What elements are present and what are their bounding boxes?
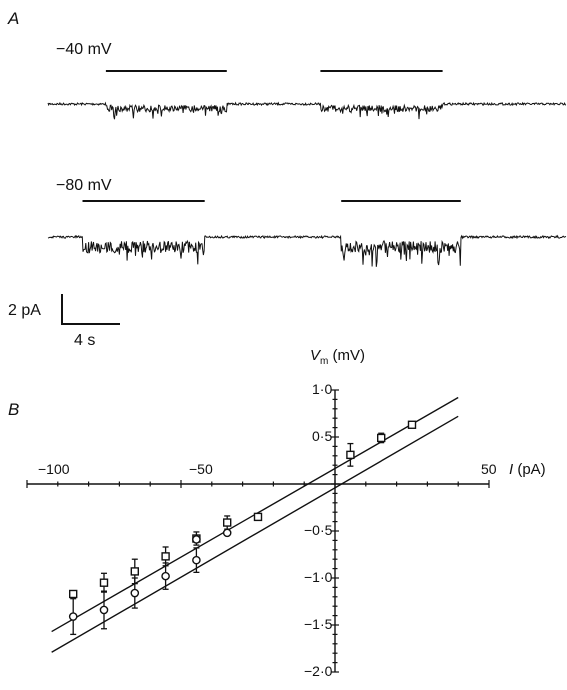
y-tick-label-minus-2-0: −2·0 <box>304 663 333 679</box>
x-axis-title: I (pA) <box>509 461 546 478</box>
square-data-point <box>161 552 170 561</box>
y-tick-label-minus-1-5: −1·5 <box>304 616 333 632</box>
circle-data-point <box>192 555 201 565</box>
x-axis-title-symbol: I <box>509 461 513 478</box>
scale-bar: 2 pA 4 s <box>8 294 120 349</box>
x-tick-label-50: 50 <box>481 461 497 477</box>
square-data-point <box>346 450 355 460</box>
square-data-point <box>222 518 232 527</box>
circle-data-point <box>68 612 78 621</box>
iv-axes <box>26 389 490 673</box>
square-data-point <box>407 420 417 429</box>
square-data-point <box>130 567 140 576</box>
circle-data-point <box>99 605 109 615</box>
fit-lines <box>51 396 459 653</box>
panel-a-label: A <box>7 9 19 28</box>
trace-1-current-record <box>47 101 567 120</box>
trace-1-voltage-label: −40 mV <box>56 41 112 58</box>
square-data-point <box>99 578 109 587</box>
circle-data-point <box>192 535 201 544</box>
x-axis-title-unit: (pA) <box>513 461 546 478</box>
circle-data-point <box>161 571 170 581</box>
x-tick-label-minus-50: −50 <box>189 461 213 477</box>
y-tick-label-minus-0-5: −0·5 <box>304 522 333 538</box>
y-axis-title: Vm (mV) <box>310 347 365 367</box>
scale-bar-time-label: 4 s <box>74 332 95 349</box>
circle-data-point <box>130 588 140 598</box>
x-tick-labels: −100 −50 50 <box>38 461 497 477</box>
trace-2-voltage-label: −80 mV <box>56 177 112 194</box>
circle-data-point <box>222 528 232 538</box>
square-data-point <box>253 512 263 522</box>
square-data-point <box>377 433 386 443</box>
panel-b-label: B <box>8 400 19 419</box>
y-tick-labels: 1·0 0·5 −0·5 −1·0 −1·5 −2·0 <box>304 381 333 679</box>
error-bars <box>70 432 385 636</box>
square-data-point <box>68 589 78 599</box>
y-axis-title-subscript: m <box>320 356 328 367</box>
x-axis-ticks <box>26 480 490 488</box>
y-axis-title-symbol: V <box>310 347 322 364</box>
scale-bar-current-label: 2 pA <box>8 302 41 319</box>
trace-2-current-record <box>47 234 567 267</box>
y-axis-ticks <box>331 389 339 673</box>
y-tick-label-0-5: 0·5 <box>312 428 332 444</box>
x-tick-label-minus-100: −100 <box>38 461 70 477</box>
data-markers <box>68 420 417 621</box>
y-tick-label-1-0: 1·0 <box>312 381 332 397</box>
y-tick-label-minus-1-0: −1·0 <box>304 569 333 585</box>
y-axis-title-unit: (mV) <box>328 347 365 364</box>
regression-fit-line <box>51 415 459 653</box>
